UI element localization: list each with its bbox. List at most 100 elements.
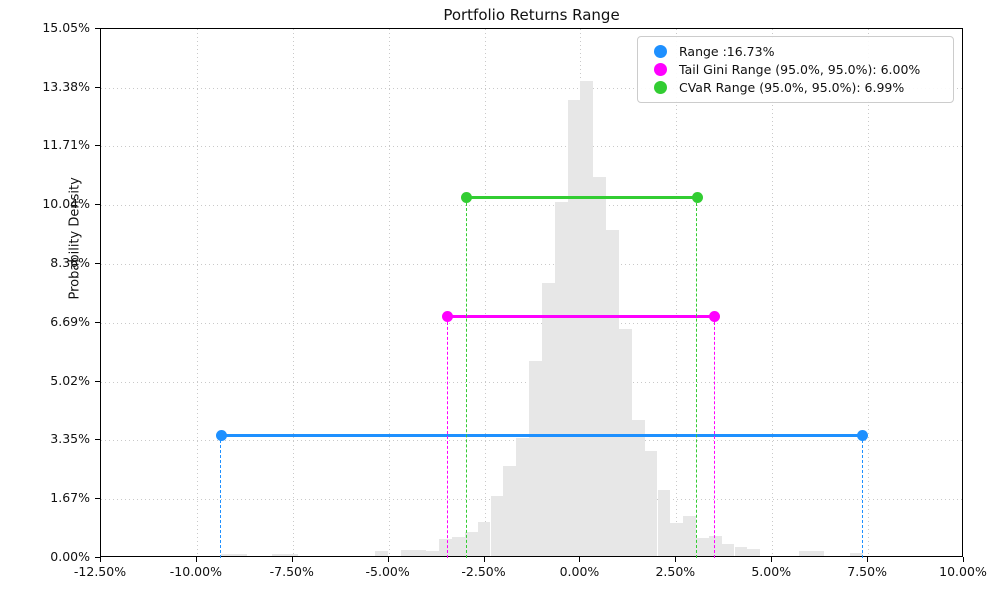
x-tick-label: 7.50%	[847, 564, 887, 579]
histogram-bar	[233, 553, 247, 556]
x-tick-label: -7.50%	[269, 564, 314, 579]
tail-gini-range-dashed-line	[713, 316, 715, 558]
x-gridline	[868, 29, 870, 556]
histogram-bar	[695, 538, 709, 556]
y-tick-mark	[95, 28, 100, 29]
histogram-bar	[734, 546, 748, 556]
range-marker	[857, 429, 869, 441]
x-tick-mark	[579, 557, 581, 562]
x-tick-label: 10.00%	[939, 564, 987, 579]
y-tick-mark	[95, 86, 100, 88]
tail-gini-range-dashed-line	[446, 316, 448, 558]
y-tick-mark	[95, 498, 100, 500]
tail-gini-range-line	[447, 315, 715, 319]
histogram-bar	[400, 549, 414, 556]
cvar-range-dashed-line	[465, 197, 467, 558]
y-tick-label: 11.71%	[42, 137, 90, 153]
histogram-bar	[593, 177, 606, 556]
y-tick-mark	[95, 145, 100, 147]
legend-marker-icon	[654, 45, 667, 59]
legend-label: Range :16.73%	[679, 44, 775, 60]
x-tick-label: -12.50%	[73, 564, 127, 579]
cvar-range-marker	[691, 192, 703, 204]
histogram-bar	[375, 551, 389, 556]
histogram-bar	[503, 465, 517, 556]
x-gridline	[772, 29, 774, 556]
plot-area	[100, 28, 963, 558]
legend-label: Tail Gini Range (95.0%, 95.0%): 6.00%	[679, 62, 921, 77]
histogram-bar	[542, 282, 555, 556]
histogram-bar	[850, 552, 863, 556]
x-gridline	[484, 29, 486, 556]
histogram-bar	[516, 438, 530, 556]
histogram-bar	[529, 361, 542, 556]
y-tick-mark	[95, 204, 100, 206]
histogram-bar	[272, 553, 286, 556]
y-tick-label: 15.05%	[42, 20, 90, 35]
x-gridline	[676, 29, 678, 556]
histogram-bar	[708, 536, 722, 556]
histogram-bar	[285, 553, 298, 556]
legend-item: CVaR Range (95.0%, 95.0%): 6.99%	[646, 78, 943, 96]
y-tick-mark	[95, 263, 100, 265]
histogram-bar	[413, 549, 427, 556]
x-tick-mark	[387, 557, 389, 562]
x-tick-label: 0.00%	[559, 564, 600, 579]
x-gridline	[196, 29, 198, 556]
histogram-bar	[554, 202, 568, 556]
histogram-bar	[221, 553, 234, 556]
legend-marker-icon	[654, 80, 667, 94]
legend-marker-icon	[654, 63, 667, 76]
histogram-bar	[631, 419, 645, 556]
y-tick-label: 5.02%	[50, 372, 90, 388]
legend: Range :16.73% Tail Gini Range (95.0%, 95.…	[637, 36, 954, 103]
x-tick-mark	[771, 557, 773, 562]
histogram-bar	[567, 99, 581, 556]
x-tick-label: -5.00%	[365, 564, 410, 579]
range-dashed-line	[861, 435, 863, 558]
y-tick-mark	[95, 557, 100, 558]
histogram-bar	[464, 531, 478, 556]
tail-gini-range-marker	[709, 311, 721, 323]
x-gridline	[388, 29, 390, 556]
x-tick-mark	[483, 557, 485, 562]
y-tick-mark	[95, 380, 100, 382]
histogram-bar	[811, 551, 825, 556]
cvar-range-line	[466, 196, 698, 200]
y-gridline	[101, 322, 962, 324]
x-tick-label: 5.00%	[751, 564, 792, 579]
y-tick-label: 0.00%	[50, 549, 90, 564]
histogram-bar	[657, 489, 671, 556]
y-tick-label: 10.04%	[42, 196, 90, 212]
y-gridline	[101, 205, 962, 207]
histogram-bar	[618, 328, 632, 556]
range-line	[221, 433, 863, 437]
tail-gini-range-marker	[442, 311, 454, 323]
cvar-range-marker	[461, 192, 473, 204]
legend-item: Tail Gini Range (95.0%, 95.0%): 6.00%	[646, 61, 943, 79]
x-tick-label: -10.00%	[169, 564, 222, 579]
y-tick-label: 13.38%	[42, 78, 90, 94]
y-tick-mark	[95, 439, 100, 441]
y-tick-label: 6.69%	[50, 313, 90, 329]
chart-title: Portfolio Returns Range	[443, 6, 620, 24]
histogram-bar	[490, 495, 504, 556]
x-tick-label: 2.50%	[655, 564, 696, 579]
histogram-bar	[683, 515, 697, 556]
y-gridline	[101, 146, 962, 148]
histogram-bar	[747, 548, 761, 556]
histogram-bar	[426, 551, 440, 556]
histogram-bar	[477, 521, 491, 556]
cvar-range-dashed-line	[696, 197, 698, 558]
histogram-bar	[451, 536, 465, 556]
y-tick-mark	[95, 321, 100, 323]
histogram-bar	[798, 551, 812, 556]
x-tick-mark	[675, 557, 677, 562]
y-gridline	[101, 87, 962, 89]
legend-label: CVaR Range (95.0%, 95.0%): 6.99%	[679, 79, 905, 95]
range-dashed-line	[220, 435, 222, 558]
legend-item: Range :16.73%	[646, 43, 943, 61]
x-tick-mark	[291, 557, 293, 562]
x-tick-mark	[195, 557, 197, 562]
